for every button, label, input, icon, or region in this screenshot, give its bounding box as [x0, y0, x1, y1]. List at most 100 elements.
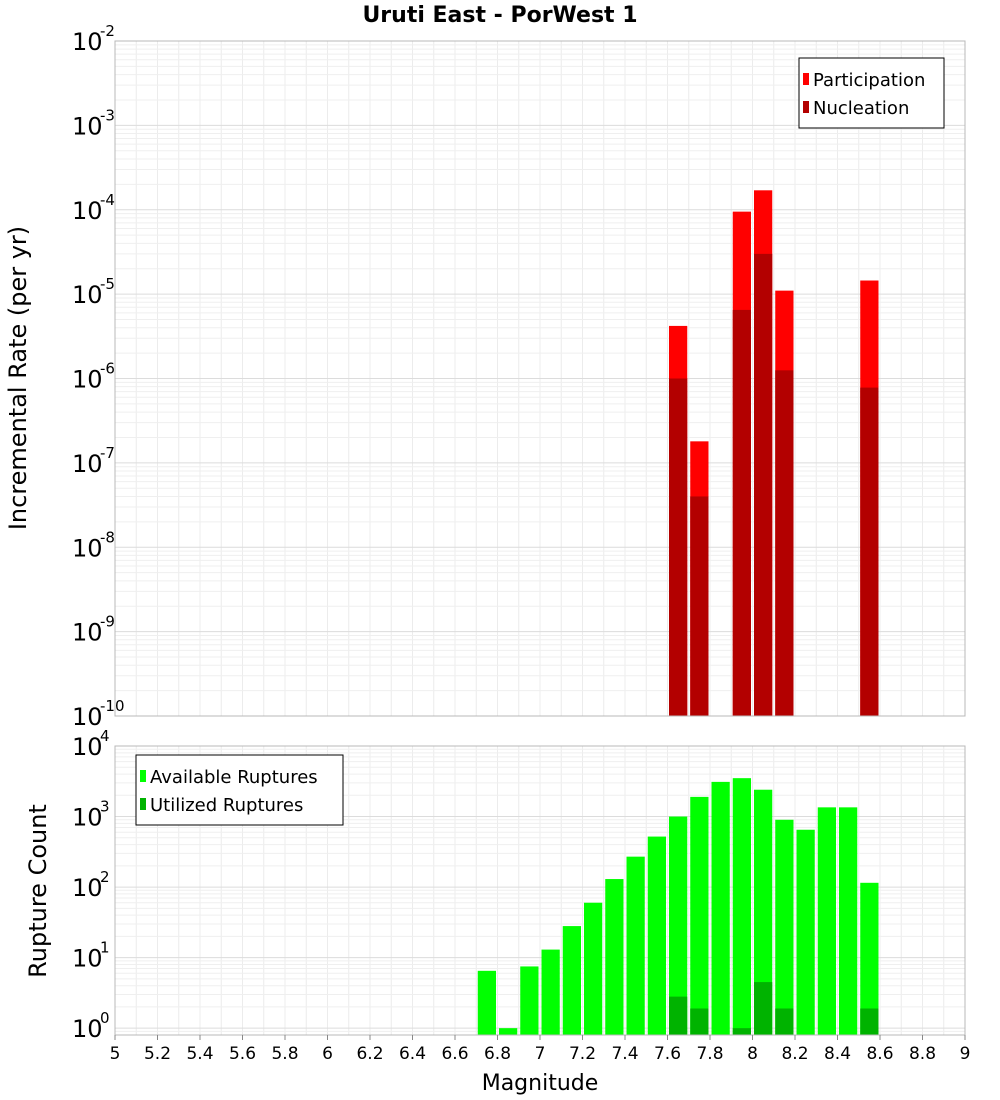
x-tick-label: 7.6	[654, 1044, 681, 1064]
y-tick-label: 10	[72, 450, 103, 478]
count-bar-secondary	[732, 1028, 751, 1035]
x-tick-label: 6.8	[484, 1044, 511, 1064]
chart-title: Uruti East - PorWest 1	[362, 3, 637, 28]
y-tick-exponent: 2	[100, 868, 110, 886]
y-tick-label: 10	[72, 619, 103, 647]
rate-bar-secondary	[754, 253, 773, 716]
top-panel-grid	[114, 40, 966, 717]
x-tick-label: 7.2	[569, 1044, 596, 1064]
x-tick-label: 8.8	[909, 1044, 936, 1064]
legend-swatch	[140, 798, 146, 810]
count-bar-primary	[562, 926, 581, 1035]
y-tick-label: 10	[72, 804, 103, 832]
count-bar-secondary	[775, 1008, 794, 1035]
y-tick-exponent: 0	[100, 1009, 110, 1027]
y-tick-exponent: -4	[100, 191, 115, 209]
count-bar-secondary	[860, 1008, 879, 1035]
y-tick-label: 10	[72, 197, 103, 225]
y-tick-exponent: -2	[100, 22, 115, 40]
x-tick-label: 6	[322, 1044, 333, 1064]
legend-box	[798, 57, 945, 129]
top-legend: Participation Nucleation	[798, 57, 945, 129]
x-tick-label: 8.6	[866, 1044, 893, 1064]
y-tick-label: 10	[72, 1015, 103, 1043]
y-tick-exponent: 3	[100, 798, 110, 816]
count-bar-primary	[626, 856, 645, 1035]
count-bar-primary	[584, 902, 603, 1035]
x-tick-label: 6.2	[356, 1044, 383, 1064]
x-tick-label: 5	[110, 1044, 121, 1064]
x-tick-label: 5.4	[186, 1044, 213, 1064]
rate-bar-secondary	[860, 387, 879, 716]
x-tick-label: 5.6	[229, 1044, 256, 1064]
count-bar-primary	[541, 949, 560, 1035]
count-bar-secondary	[690, 1008, 709, 1035]
x-axis-label: Magnitude	[482, 1071, 599, 1096]
y-tick-label: 10	[72, 703, 103, 731]
y-tick-exponent: -3	[100, 106, 115, 124]
legend-label: Available Ruptures	[150, 767, 318, 788]
bottom-legend: Available Ruptures Utilized Ruptures	[135, 754, 344, 826]
y-tick-label: 10	[72, 945, 103, 973]
legend-swatch	[803, 73, 809, 85]
legend-label: Nucleation	[813, 98, 909, 119]
x-tick-label: 6.4	[399, 1044, 426, 1064]
x-tick-label: 7	[535, 1044, 546, 1064]
y-tick-exponent: -10	[100, 697, 125, 715]
rate-bar-secondary	[775, 370, 794, 716]
count-bar-primary	[605, 879, 624, 1035]
count-bar-primary	[477, 970, 496, 1035]
count-bar-primary	[839, 807, 858, 1035]
x-tick-label: 7.4	[611, 1044, 638, 1064]
x-tick-label: 6.6	[441, 1044, 468, 1064]
x-tick-label: 8.4	[824, 1044, 851, 1064]
y-tick-exponent: -6	[100, 360, 115, 378]
x-tick-label: 9	[960, 1044, 971, 1064]
count-bar-primary	[690, 796, 709, 1035]
count-bar-primary	[796, 829, 815, 1035]
legend-box	[135, 754, 344, 826]
x-tick-label: 8	[747, 1044, 758, 1064]
y-tick-label: 10	[72, 874, 103, 902]
count-bar-primary	[860, 882, 879, 1035]
x-tick-label: 8.2	[781, 1044, 808, 1064]
count-bar-primary	[669, 816, 688, 1035]
top-plot-frame	[114, 40, 966, 717]
y-tick-exponent: -9	[100, 613, 115, 631]
rate-bar-secondary	[732, 309, 751, 716]
y-tick-label: 10	[72, 733, 103, 761]
count-bar-primary	[647, 836, 666, 1035]
y-tick-label: 10	[72, 112, 103, 140]
x-tick-label: 7.8	[696, 1044, 723, 1064]
y-tick-label: 10	[72, 281, 103, 309]
y-tick-label: 10	[72, 28, 103, 56]
y-tick-exponent: -7	[100, 444, 115, 462]
bottom-y-axis-label: Rupture Count	[24, 804, 52, 978]
rate-bar-secondary	[690, 496, 709, 716]
count-bar-secondary	[669, 996, 688, 1035]
count-bar-secondary	[754, 982, 773, 1035]
y-tick-exponent: -5	[100, 275, 115, 293]
top-panel-bars	[669, 190, 879, 716]
count-bar-primary	[732, 778, 751, 1035]
x-tick-label: 5.2	[144, 1044, 171, 1064]
bottom-panel-bars	[477, 778, 879, 1035]
count-bar-primary	[520, 966, 539, 1035]
count-bar-primary	[817, 807, 836, 1035]
legend-label: Participation	[813, 70, 925, 91]
y-tick-exponent: 1	[100, 939, 110, 957]
legend-label: Utilized Ruptures	[150, 795, 303, 816]
legend-swatch	[803, 101, 809, 113]
y-tick-label: 10	[72, 366, 103, 394]
x-tick-label: 5.8	[271, 1044, 298, 1064]
count-bar-primary	[711, 781, 730, 1035]
rate-bar-secondary	[669, 378, 688, 716]
count-bar-primary	[499, 1028, 518, 1035]
legend-swatch	[140, 770, 146, 782]
y-tick-exponent: 4	[100, 727, 110, 745]
count-bar-primary	[775, 819, 794, 1035]
count-bar-primary	[754, 789, 773, 1035]
